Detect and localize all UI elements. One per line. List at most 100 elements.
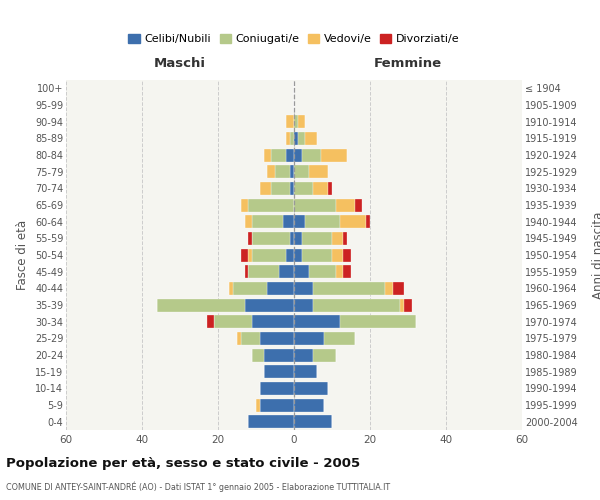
Bar: [229, 282, 233, 295]
Text: Maschi: Maschi: [154, 57, 206, 70]
Bar: [294, 298, 313, 312]
Bar: [343, 232, 347, 245]
Bar: [260, 398, 294, 411]
Bar: [328, 182, 332, 195]
Bar: [313, 282, 385, 295]
Bar: [298, 132, 305, 145]
Bar: [302, 232, 332, 245]
Bar: [290, 182, 294, 195]
Bar: [260, 332, 294, 345]
Bar: [332, 232, 343, 245]
Bar: [343, 265, 351, 278]
Bar: [294, 148, 302, 162]
Bar: [298, 115, 305, 128]
Bar: [256, 398, 260, 411]
Bar: [294, 315, 340, 328]
Legend: Celibi/Nubili, Coniugati/e, Vedovi/e, Divorziati/e: Celibi/Nubili, Coniugati/e, Vedovi/e, Di…: [124, 30, 464, 49]
Y-axis label: Fasce di età: Fasce di età: [16, 220, 29, 290]
Bar: [294, 232, 302, 245]
Bar: [294, 182, 313, 195]
Bar: [286, 132, 290, 145]
Bar: [275, 165, 290, 178]
Bar: [271, 182, 290, 195]
Bar: [268, 282, 294, 295]
Bar: [313, 298, 400, 312]
Bar: [320, 148, 347, 162]
Bar: [248, 232, 252, 245]
Bar: [336, 265, 343, 278]
Bar: [290, 132, 294, 145]
Bar: [248, 248, 252, 262]
Bar: [252, 348, 263, 362]
Bar: [206, 315, 214, 328]
Bar: [294, 165, 309, 178]
Bar: [263, 148, 271, 162]
Bar: [294, 398, 325, 411]
Bar: [237, 332, 241, 345]
Bar: [214, 315, 252, 328]
Bar: [336, 198, 355, 211]
Bar: [385, 282, 393, 295]
Text: Popolazione per età, sesso e stato civile - 2005: Popolazione per età, sesso e stato civil…: [6, 458, 360, 470]
Bar: [355, 198, 362, 211]
Bar: [393, 282, 404, 295]
Bar: [294, 248, 302, 262]
Bar: [302, 148, 320, 162]
Bar: [263, 365, 294, 378]
Bar: [366, 215, 370, 228]
Bar: [294, 132, 298, 145]
Bar: [263, 348, 294, 362]
Bar: [245, 265, 248, 278]
Bar: [309, 165, 328, 178]
Bar: [248, 415, 294, 428]
Bar: [286, 148, 294, 162]
Bar: [294, 282, 313, 295]
Bar: [294, 198, 336, 211]
Bar: [252, 248, 286, 262]
Bar: [286, 248, 294, 262]
Text: Femmine: Femmine: [374, 57, 442, 70]
Bar: [294, 382, 328, 395]
Bar: [248, 198, 294, 211]
Bar: [313, 348, 336, 362]
Bar: [404, 298, 412, 312]
Bar: [305, 132, 317, 145]
Bar: [294, 215, 305, 228]
Bar: [283, 215, 294, 228]
Bar: [260, 382, 294, 395]
Bar: [309, 265, 336, 278]
Bar: [302, 248, 332, 262]
Bar: [245, 298, 294, 312]
Bar: [248, 265, 279, 278]
Bar: [290, 232, 294, 245]
Bar: [294, 415, 332, 428]
Bar: [279, 265, 294, 278]
Bar: [241, 198, 248, 211]
Bar: [340, 315, 416, 328]
Bar: [252, 232, 290, 245]
Bar: [233, 282, 268, 295]
Bar: [268, 165, 275, 178]
Bar: [241, 332, 260, 345]
Bar: [271, 148, 286, 162]
Bar: [340, 215, 366, 228]
Bar: [313, 182, 328, 195]
Bar: [286, 115, 294, 128]
Text: COMUNE DI ANTEY-SAINT-ANDRÉ (AO) - Dati ISTAT 1° gennaio 2005 - Elaborazione TUT: COMUNE DI ANTEY-SAINT-ANDRÉ (AO) - Dati …: [6, 481, 390, 492]
Bar: [252, 315, 294, 328]
Bar: [294, 348, 313, 362]
Bar: [332, 248, 343, 262]
Bar: [294, 265, 309, 278]
Bar: [294, 365, 317, 378]
Bar: [157, 298, 245, 312]
Bar: [252, 215, 283, 228]
Y-axis label: Anni di nascita: Anni di nascita: [592, 212, 600, 298]
Bar: [294, 115, 298, 128]
Bar: [305, 215, 340, 228]
Bar: [400, 298, 404, 312]
Bar: [294, 332, 325, 345]
Bar: [325, 332, 355, 345]
Bar: [260, 182, 271, 195]
Bar: [241, 248, 248, 262]
Bar: [290, 165, 294, 178]
